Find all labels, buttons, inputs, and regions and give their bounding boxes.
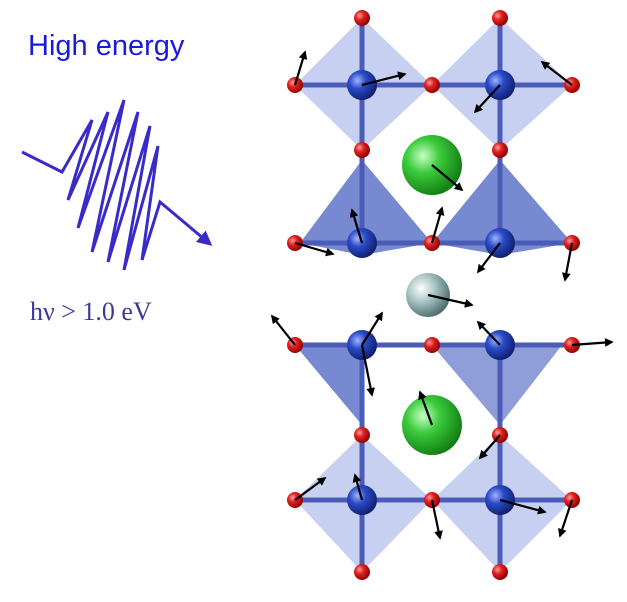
photon-wave <box>21 99 213 271</box>
photon-energy: hν > 1.0 eV <box>30 297 152 326</box>
displacement-arrows <box>270 50 614 540</box>
energy-label: High energy <box>28 30 185 62</box>
